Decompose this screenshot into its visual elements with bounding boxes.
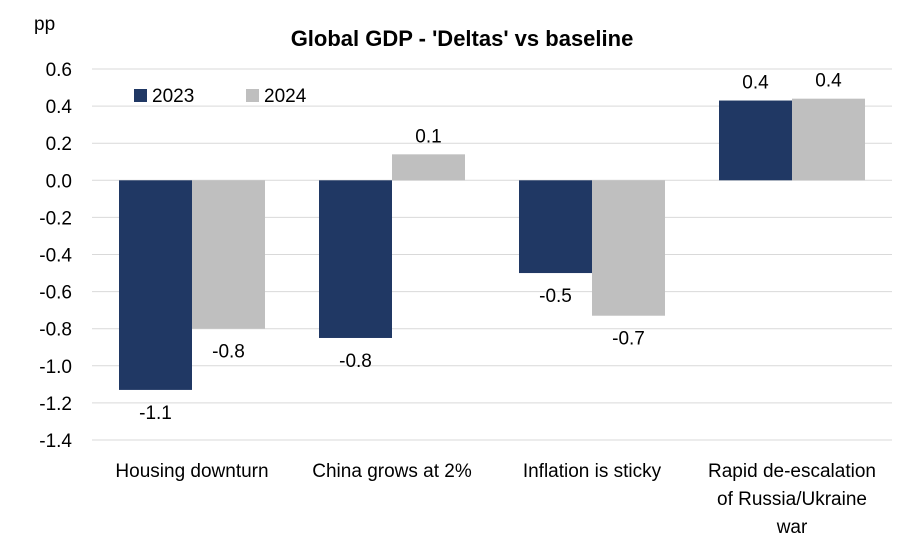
data-label: -1.1 [139, 403, 172, 424]
data-label: -0.8 [212, 342, 245, 363]
data-label: -0.5 [539, 286, 572, 307]
bar-2024-1 [392, 154, 465, 181]
y-tick-label: -0.6 [39, 283, 72, 304]
y-tick-label: -0.8 [39, 320, 72, 341]
chart-title: Global GDP - 'Deltas' vs baseline [291, 26, 634, 51]
x-category-label: Rapid de-escalation [708, 461, 876, 482]
y-tick-label: -1.2 [39, 394, 72, 415]
data-label: 0.4 [815, 71, 842, 92]
bar-2023-3 [719, 100, 792, 181]
bar-2023-0 [119, 180, 192, 390]
data-label: 0.1 [415, 126, 441, 147]
legend-swatch-2024 [246, 89, 259, 102]
data-label: -0.8 [339, 351, 372, 372]
bars [119, 98, 865, 390]
y-axis-ticks: 0.6 0.4 0.2 0.0 -0.2 -0.4 -0.6 -0.8 -1.0 -1.2 -1.4 [39, 60, 72, 452]
y-tick-label: -0.4 [39, 246, 72, 267]
bar-2024-0 [192, 180, 265, 329]
y-tick-label: 0.0 [46, 171, 72, 192]
bar-2023-1 [319, 180, 392, 338]
data-label: 0.4 [742, 73, 769, 94]
x-category-label: China grows at 2% [312, 461, 472, 482]
y-unit-label: pp [34, 14, 55, 35]
bar-2024-3 [792, 98, 865, 181]
data-labels: -1.1 -0.8 -0.5 0.4 -0.8 0.1 -0.7 0.4 [139, 71, 842, 424]
x-category-label: war [776, 517, 808, 538]
y-tick-label: 0.4 [46, 97, 73, 118]
y-tick-label: -1.4 [39, 431, 72, 452]
y-tick-label: -1.0 [39, 357, 72, 378]
y-tick-label: 0.2 [46, 134, 72, 155]
y-tick-label: 0.6 [46, 60, 72, 81]
legend-label: 2024 [264, 86, 307, 107]
data-label: -0.7 [612, 329, 645, 350]
x-axis-categories: Housing downturn China grows at 2% Inflati… [115, 461, 876, 538]
x-category-label: of Russia/Ukraine [717, 489, 867, 510]
legend-label: 2023 [152, 86, 194, 107]
legend: 2023 2024 [134, 86, 307, 107]
bar-2023-2 [519, 180, 592, 274]
x-category-label: Housing downturn [115, 461, 268, 482]
legend-swatch-2023 [134, 89, 147, 102]
bar-2024-2 [592, 180, 665, 316]
x-category-label: Inflation is sticky [523, 461, 662, 482]
y-tick-label: -0.2 [39, 208, 72, 229]
